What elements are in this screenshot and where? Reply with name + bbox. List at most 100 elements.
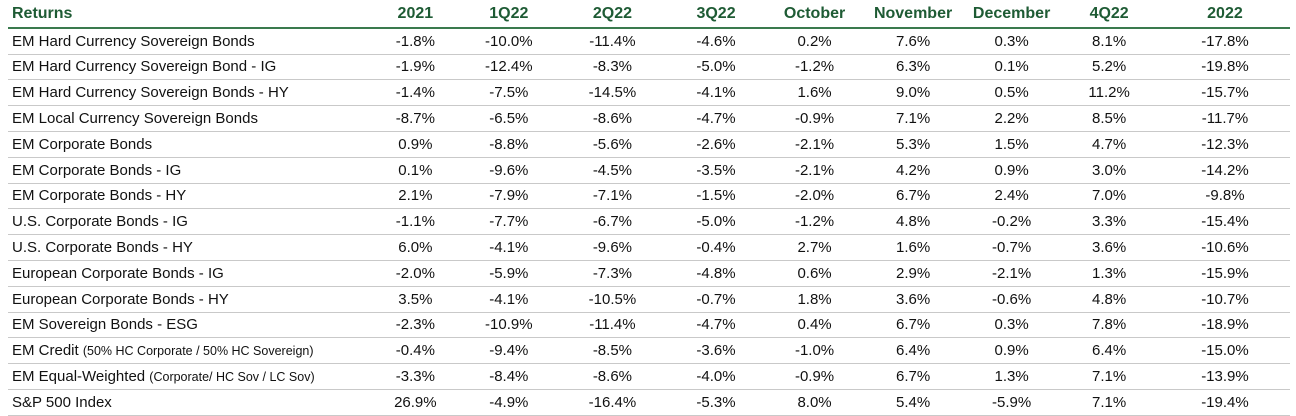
value-cell: -5.0% [664,208,768,236]
value-cell: 5.4% [861,389,965,416]
value-cell: 3.6% [1058,234,1160,261]
row-label: S&P 500 Index [8,389,374,416]
value-cell: 26.9% [373,389,457,416]
value-cell: -4.1% [457,234,561,261]
value-cell: -9.6% [457,157,561,184]
row-label-note: (Corporate/ HC Sov / LC Sov) [149,370,315,385]
value-cell: 0.1% [964,54,1059,81]
value-cell: -19.8% [1159,54,1290,81]
table-row: EM Credit (50% HC Corporate / 50% HC Sov… [8,337,1290,365]
returns-table: Returns 2021 1Q22 2Q22 3Q22 October November De… [8,2,1290,416]
value-cell: -9.8% [1159,183,1290,210]
row-label: EM Hard Currency Sovereign Bonds [8,27,374,55]
value-cell: -2.1% [767,157,862,184]
table-row: EM Sovereign Bonds - ESG -2.3% -10.9% -11.4… [8,312,1290,339]
value-cell: -8.8% [457,131,561,158]
row-label-text: EM Hard Currency Sovereign Bonds - HY [12,84,289,102]
value-cell: 3.3% [1058,208,1160,236]
table-row: EM Hard Currency Sovereign Bonds -1.8% -10… [8,27,1290,55]
value-cell: -8.3% [560,54,665,81]
value-cell: 5.3% [861,131,965,158]
value-cell: 4.8% [861,208,965,236]
row-label-text: EM Local Currency Sovereign Bonds [12,110,258,128]
value-cell: -11.4% [560,27,665,55]
value-cell: -0.4% [664,234,768,261]
row-label: U.S. Corporate Bonds - HY [8,234,374,261]
value-cell: -1.5% [664,183,768,210]
value-cell: 0.3% [964,27,1059,55]
value-cell: -0.7% [964,234,1059,261]
value-cell: -15.9% [1159,260,1290,287]
value-cell: -15.0% [1159,337,1290,365]
value-cell: 7.0% [1058,183,1160,210]
value-cell: 5.2% [1058,54,1160,81]
value-cell: -5.6% [560,131,665,158]
table-row: EM Hard Currency Sovereign Bond - IG -1.9… [8,54,1290,81]
value-cell: 7.8% [1058,312,1160,339]
column-header: 2022 [1159,2,1290,29]
row-label-text: EM Credit [12,342,79,360]
value-cell: -9.4% [457,337,561,365]
row-label-text: EM Sovereign Bonds - ESG [12,316,198,334]
value-cell: -8.7% [373,105,457,132]
value-cell: -5.3% [664,389,768,416]
value-cell: -4.0% [664,363,768,390]
value-cell: -0.4% [373,337,457,365]
value-cell: -8.5% [560,337,665,365]
value-cell: 3.6% [861,286,965,313]
value-cell: 0.4% [767,312,862,339]
value-cell: -1.8% [373,27,457,55]
value-cell: 6.0% [373,234,457,261]
value-cell: 0.6% [767,260,862,287]
value-cell: -15.7% [1159,79,1290,107]
value-cell: 7.1% [1058,389,1160,416]
value-cell: 6.4% [1058,337,1160,365]
value-cell: -1.1% [373,208,457,236]
column-header: 1Q22 [457,2,561,29]
value-cell: 7.1% [861,105,965,132]
value-cell: 2.9% [861,260,965,287]
column-header: 2Q22 [560,2,665,29]
value-cell: -3.6% [664,337,768,365]
value-cell: 6.7% [861,363,965,390]
value-cell: -10.5% [560,286,665,313]
column-header: November [861,2,965,29]
value-cell: -7.5% [457,79,561,107]
row-label: EM Corporate Bonds - HY [8,183,374,210]
value-cell: 4.2% [861,157,965,184]
value-cell: 2.4% [964,183,1059,210]
row-label-text: U.S. Corporate Bonds - IG [12,213,188,231]
header-row: Returns 2021 1Q22 2Q22 3Q22 October November De… [8,2,1290,29]
value-cell: -8.6% [560,105,665,132]
value-cell: 1.8% [767,286,862,313]
value-cell: 0.9% [373,131,457,158]
value-cell: -8.4% [457,363,561,390]
value-cell: 9.0% [861,79,965,107]
value-cell: -1.0% [767,337,862,365]
value-cell: 0.3% [964,312,1059,339]
value-cell: -4.1% [664,79,768,107]
value-cell: -4.8% [664,260,768,287]
value-cell: -4.7% [664,312,768,339]
table-row: U.S. Corporate Bonds - HY 6.0% -4.1% -9.6% -… [8,234,1290,261]
value-cell: -0.7% [664,286,768,313]
value-cell: 0.9% [964,157,1059,184]
column-header: December [964,2,1059,29]
value-cell: 11.2% [1058,79,1160,107]
value-cell: 1.6% [861,234,965,261]
value-cell: 0.5% [964,79,1059,107]
value-cell: -4.7% [664,105,768,132]
value-cell: -0.9% [767,105,862,132]
value-cell: -14.5% [560,79,665,107]
row-label: EM Corporate Bonds [8,131,374,158]
column-header: 4Q22 [1058,2,1160,29]
row-label: EM Corporate Bonds - IG [8,157,374,184]
value-cell: 0.2% [767,27,862,55]
row-label: EM Credit (50% HC Corporate / 50% HC Sov… [8,337,374,365]
value-cell: -1.4% [373,79,457,107]
column-header: 2021 [373,2,457,29]
value-cell: -5.0% [664,54,768,81]
row-label: European Corporate Bonds - IG [8,260,374,287]
value-cell: 3.5% [373,286,457,313]
value-cell: 6.3% [861,54,965,81]
